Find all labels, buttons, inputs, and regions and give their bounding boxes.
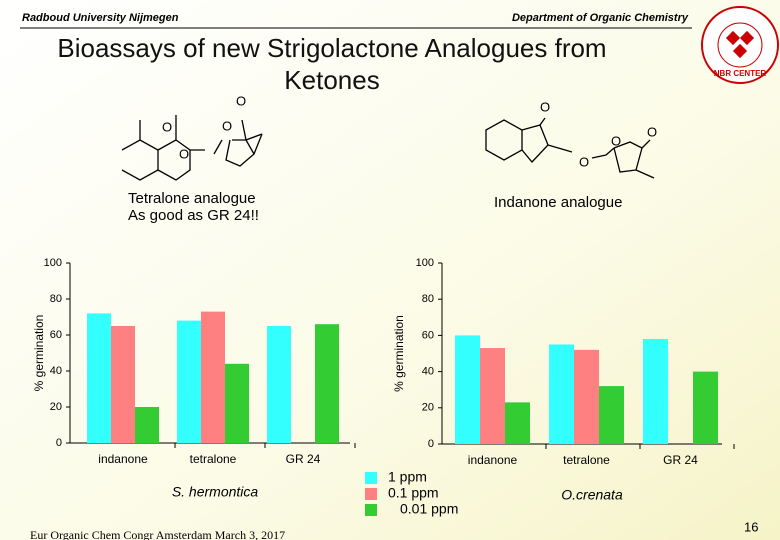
legend-swatch xyxy=(365,472,377,484)
bar xyxy=(87,313,111,443)
y-tick-label: 0 xyxy=(428,438,434,450)
structure: O O O O Indanone analogue xyxy=(485,99,657,211)
atom: O xyxy=(179,146,189,161)
y-tick-label: 80 xyxy=(50,293,62,305)
bar xyxy=(267,326,291,443)
x-tick-label: indanone xyxy=(468,453,518,467)
bar xyxy=(505,402,530,444)
header-left: Radboud University Nijmegen xyxy=(22,12,179,24)
bar xyxy=(599,386,624,444)
y-tick-label: 80 xyxy=(422,293,434,305)
title-line: Bioassays of new Strigolactone Analogues… xyxy=(57,33,606,63)
bar xyxy=(549,344,574,444)
logo-text: NBR CENTER xyxy=(714,69,767,78)
y-axis-label: % germination xyxy=(32,315,46,392)
bar xyxy=(455,335,480,444)
structure-label: As good as GR 24!! xyxy=(128,207,259,224)
x-tick-label: GR 24 xyxy=(286,452,321,466)
y-tick-label: 60 xyxy=(50,329,62,341)
legend-label: 1 ppm xyxy=(388,469,427,485)
structure-label: Tetralone analogue xyxy=(128,190,256,207)
logo: NBR CENTER xyxy=(701,6,779,84)
structure-label: Indanone analogue xyxy=(494,194,622,211)
bar xyxy=(111,326,135,443)
bar xyxy=(693,371,718,444)
header-right: Department of Organic Chemistry xyxy=(512,12,689,24)
y-tick-label: 20 xyxy=(422,402,434,414)
atom: O xyxy=(236,93,246,108)
y-tick-label: 60 xyxy=(422,329,434,341)
title-line: Ketones xyxy=(284,65,379,95)
chart-caption: S. hermontica xyxy=(172,484,259,500)
legend-label: 0.1 ppm xyxy=(388,485,439,501)
atom: O xyxy=(647,124,657,139)
bar xyxy=(480,348,505,444)
y-tick-label: 100 xyxy=(416,257,434,269)
bar xyxy=(315,324,339,443)
y-tick-label: 0 xyxy=(56,437,62,449)
x-tick-label: GR 24 xyxy=(663,453,698,467)
bar xyxy=(225,363,249,443)
y-tick-label: 40 xyxy=(50,365,62,377)
y-tick-label: 40 xyxy=(422,366,434,378)
page-number: 16 xyxy=(744,519,758,534)
legend-label: 0.01 ppm xyxy=(400,501,458,517)
atom: O xyxy=(540,99,550,114)
atom: O xyxy=(579,154,589,169)
bar xyxy=(643,339,668,444)
footer: Eur Organic Chem Congr Amsterdam March 3… xyxy=(30,528,285,540)
legend-swatch xyxy=(365,488,377,500)
x-tick-label: tetralone xyxy=(563,453,610,467)
bar xyxy=(574,349,599,444)
structure: O O O O Tetralone analogue As good as GR… xyxy=(121,93,263,224)
atom: O xyxy=(611,133,621,148)
y-tick-label: 20 xyxy=(50,401,62,413)
atom: O xyxy=(222,118,232,133)
atom: O xyxy=(162,119,172,134)
bar xyxy=(201,311,225,443)
legend-swatch xyxy=(365,504,377,516)
x-tick-label: tetralone xyxy=(190,452,237,466)
chart-caption: O.crenata xyxy=(561,487,623,503)
y-tick-label: 100 xyxy=(44,257,62,269)
x-tick-label: indanone xyxy=(98,452,148,466)
bar xyxy=(177,320,201,443)
bar xyxy=(135,407,159,443)
y-axis-label: % germination xyxy=(392,315,406,392)
